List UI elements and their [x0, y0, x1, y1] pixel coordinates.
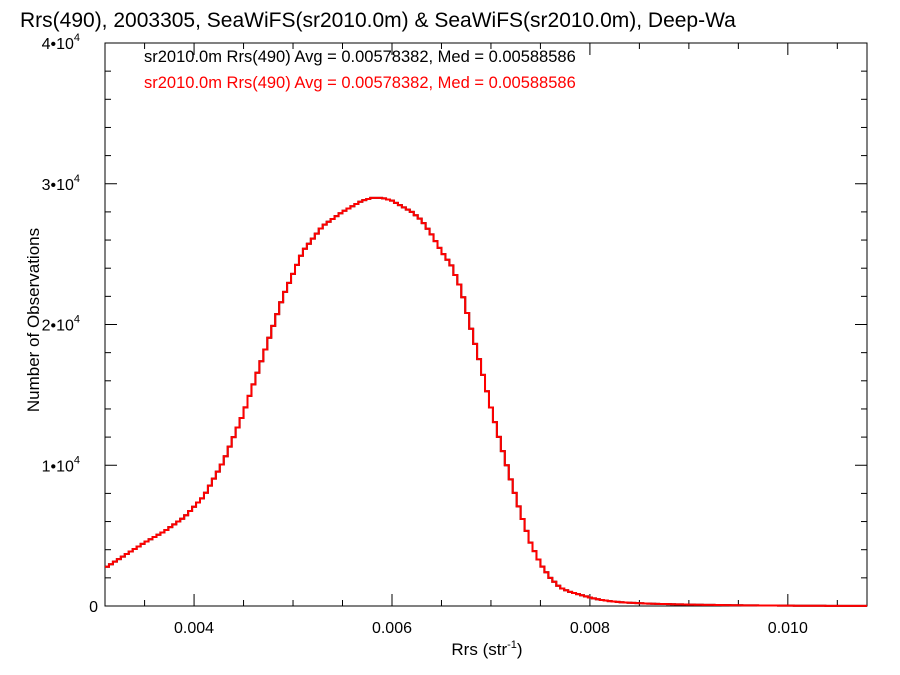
series-line-1 — [105, 196, 867, 607]
x-tick-label: 0.004 — [174, 620, 214, 637]
legend-entry-1: sr2010.0m Rrs(490) Avg = 0.00578382, Med… — [144, 74, 576, 92]
x-tick-label: 0.008 — [570, 620, 610, 637]
chart-title: Rrs(490), 2003305, SeaWiFS(sr2010.0m) & … — [20, 9, 736, 32]
legend-entry-0: sr2010.0m Rrs(490) Avg = 0.00578382, Med… — [144, 48, 576, 66]
plot-axes: 0.004 0.006 0.008 0.010 0 1•104 2•104 3•104 4•10… — [42, 32, 868, 637]
y-tick-label: 0 — [89, 599, 98, 616]
series-line-0 — [105, 196, 867, 607]
legend: sr2010.0m Rrs(490) Avg = 0.00578382, Med… — [144, 48, 576, 92]
plot-frame — [104, 42, 868, 607]
y-tick-label: 2•104 — [42, 314, 80, 335]
y-tick-label: 3•104 — [42, 173, 80, 194]
series-layer — [105, 196, 867, 607]
y-tick-label: 1•104 — [42, 454, 80, 475]
x-axis-title: Rrs (str-1) — [451, 639, 522, 659]
x-tick-label: 0.006 — [372, 620, 412, 637]
y-tick-label: 4•104 — [42, 32, 80, 53]
y-axis-title: Number of Observations — [24, 228, 43, 412]
x-axis-title-superscript: -1 — [507, 639, 517, 651]
x-tick-label: 0.010 — [768, 620, 808, 637]
